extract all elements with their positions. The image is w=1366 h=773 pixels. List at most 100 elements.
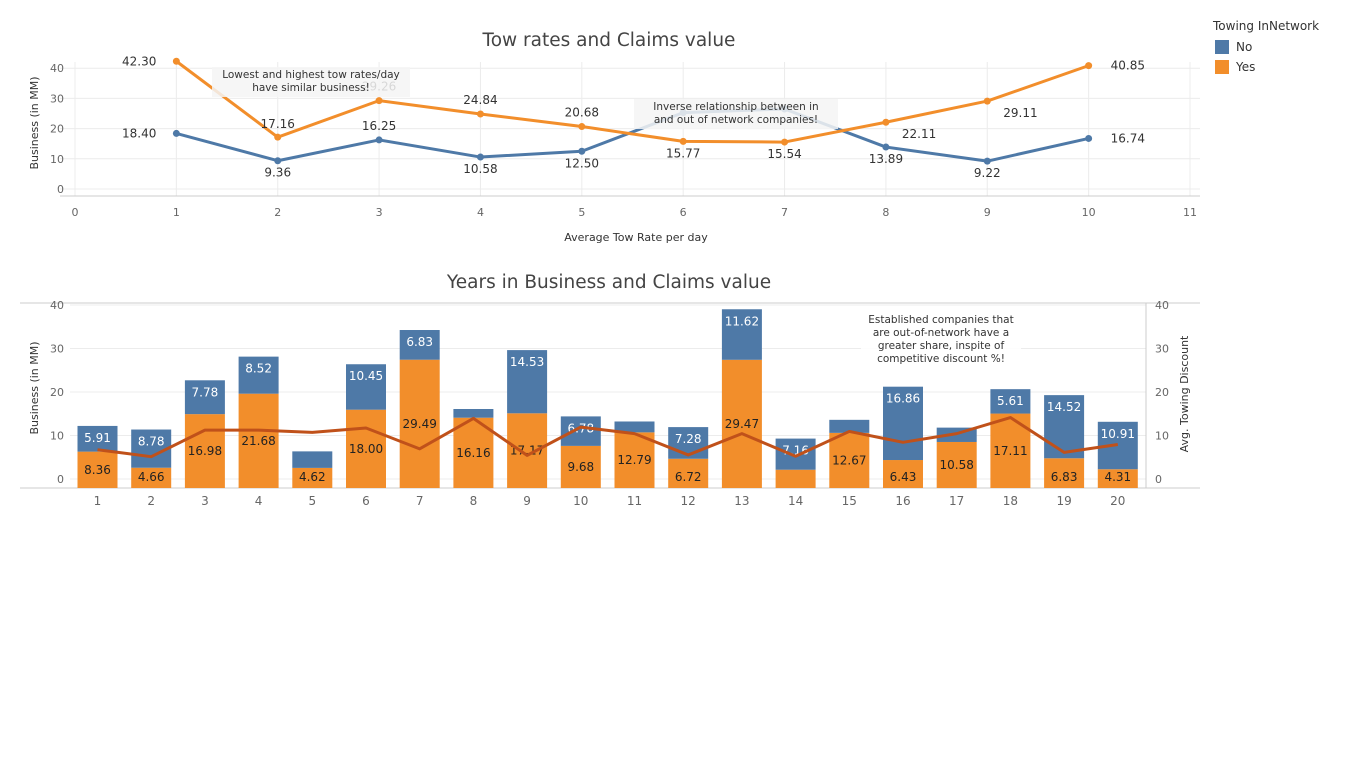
bar-yes bbox=[453, 417, 494, 488]
legend-label: No bbox=[1236, 40, 1253, 54]
bar-no bbox=[990, 389, 1031, 414]
discount-line bbox=[97, 416, 1119, 459]
x-tick-label: 20 bbox=[1110, 494, 1125, 508]
x-tick-label: 14 bbox=[788, 494, 803, 508]
legend: Towing InNetwork No Yes bbox=[1213, 19, 1363, 77]
bar-label-yes: 12.67 bbox=[832, 453, 866, 467]
bar-no bbox=[507, 350, 548, 414]
data-label: 40.85 bbox=[1111, 59, 1145, 73]
x-tick-label: 15 bbox=[842, 494, 857, 508]
data-label: 15.77 bbox=[666, 146, 700, 160]
data-point-no bbox=[882, 143, 890, 151]
y-tick-label: 20 bbox=[50, 123, 64, 136]
bar-yes bbox=[238, 393, 279, 488]
x-tick-label: 9 bbox=[984, 206, 991, 219]
data-point-yes bbox=[882, 118, 890, 126]
x-axis-label: Average Tow Rate per day bbox=[564, 231, 708, 244]
data-point-yes bbox=[578, 123, 586, 131]
bar-yes bbox=[1044, 458, 1085, 488]
bar-no bbox=[292, 451, 333, 468]
legend-title: Towing InNetwork bbox=[1213, 19, 1320, 33]
data-point-no bbox=[375, 136, 383, 144]
x-tick-label: 19 bbox=[1056, 494, 1071, 508]
bar-yes bbox=[560, 445, 601, 488]
bar-no bbox=[721, 309, 762, 360]
data-point-no bbox=[1085, 134, 1093, 142]
y-tick-label: 10 bbox=[50, 153, 64, 166]
data-point-yes bbox=[375, 97, 383, 105]
legend-item-yes[interactable]: Yes bbox=[1213, 57, 1363, 77]
x-tick-label: 9 bbox=[523, 494, 531, 508]
bar-label-yes: 4.66 bbox=[138, 470, 165, 484]
x-tick-label: 8 bbox=[882, 206, 889, 219]
x-tick-label: 10 bbox=[573, 494, 588, 508]
data-point-yes bbox=[781, 138, 789, 146]
x-tick-label: 3 bbox=[376, 206, 383, 219]
legend-swatch bbox=[1215, 40, 1229, 54]
data-label: 9.36 bbox=[264, 166, 291, 180]
bar-yes bbox=[721, 359, 762, 488]
data-label: 17.16 bbox=[261, 117, 295, 131]
bar-label-yes: 17.17 bbox=[510, 444, 544, 458]
y2-tick-label: 0 bbox=[1155, 473, 1162, 486]
legend-item-no[interactable]: No bbox=[1213, 37, 1363, 57]
bar-yes bbox=[77, 451, 118, 488]
x-tick-label: 0 bbox=[72, 206, 79, 219]
x-tick-label: 7 bbox=[781, 206, 788, 219]
y-tick-label: 0 bbox=[57, 473, 64, 486]
annotation-established: Established companies that are out-of-net… bbox=[861, 312, 1021, 368]
bar-yes bbox=[775, 469, 816, 488]
data-label: 29.11 bbox=[1003, 106, 1037, 120]
data-point-yes bbox=[476, 110, 484, 118]
series-line-no bbox=[175, 107, 1089, 163]
x-tick-label: 17 bbox=[949, 494, 964, 508]
bar-label-yes: 12.79 bbox=[617, 453, 651, 467]
y2-tick-label: 10 bbox=[1155, 430, 1169, 443]
x-tick-label: 7 bbox=[416, 494, 424, 508]
annotation-inverse: Inverse relationship between in and out o… bbox=[634, 99, 838, 129]
bar-label-no: 11.62 bbox=[725, 314, 759, 328]
data-label: 24.84 bbox=[463, 93, 497, 107]
bar-label-yes: 29.49 bbox=[403, 417, 437, 431]
bar-yes bbox=[1097, 469, 1138, 488]
bar-label-no: 14.52 bbox=[1047, 400, 1081, 414]
y-tick-label: 30 bbox=[50, 92, 64, 105]
series-lines: 18.40 9.36 16.25 10.58 12.50 13.89 9.22 16.74 42… bbox=[122, 54, 1145, 180]
x-tick-label: 2 bbox=[147, 494, 155, 508]
y2-tick-label: 30 bbox=[1155, 343, 1169, 356]
bar-no bbox=[560, 416, 601, 446]
x-tick-label: 16 bbox=[895, 494, 910, 508]
x-tick-label: 4 bbox=[477, 206, 484, 219]
data-label: 18.40 bbox=[122, 126, 156, 140]
legend-swatch bbox=[1215, 60, 1229, 74]
x-tick-label: 4 bbox=[255, 494, 263, 508]
bar-label-no: 8.52 bbox=[245, 362, 272, 376]
bar-label-yes: 16.16 bbox=[456, 446, 490, 460]
data-point-no bbox=[274, 157, 282, 165]
x-tick-label: 13 bbox=[734, 494, 749, 508]
bar-label-no: 10.45 bbox=[349, 369, 383, 383]
bar-label-yes: 29.47 bbox=[725, 417, 759, 431]
x-tick-label: 10 bbox=[1082, 206, 1096, 219]
x-tick-label: 11 bbox=[1183, 206, 1197, 219]
x-tick-label: 5 bbox=[308, 494, 316, 508]
data-label: 16.74 bbox=[1111, 131, 1145, 145]
bar-no bbox=[399, 330, 440, 360]
series-line-yes bbox=[175, 60, 1090, 144]
bar-yes bbox=[614, 432, 655, 488]
data-label: 20.68 bbox=[565, 106, 599, 120]
bar-label-no: 16.86 bbox=[886, 392, 920, 406]
bar-label-yes: 4.62 bbox=[299, 470, 326, 484]
bar-label-yes: 6.72 bbox=[675, 470, 702, 484]
bar-label-no: 7.28 bbox=[675, 432, 702, 446]
data-point-yes bbox=[1085, 62, 1093, 70]
bar-yes bbox=[829, 432, 870, 488]
bar-label-yes: 18.00 bbox=[349, 442, 383, 456]
x-tick-label: 8 bbox=[470, 494, 478, 508]
data-point-no bbox=[578, 147, 586, 155]
y-tick-label: 10 bbox=[50, 430, 64, 443]
x-tick-label: 11 bbox=[627, 494, 642, 508]
data-point-yes bbox=[172, 57, 180, 65]
chart-title: Tow rates and Claims value bbox=[482, 30, 736, 51]
